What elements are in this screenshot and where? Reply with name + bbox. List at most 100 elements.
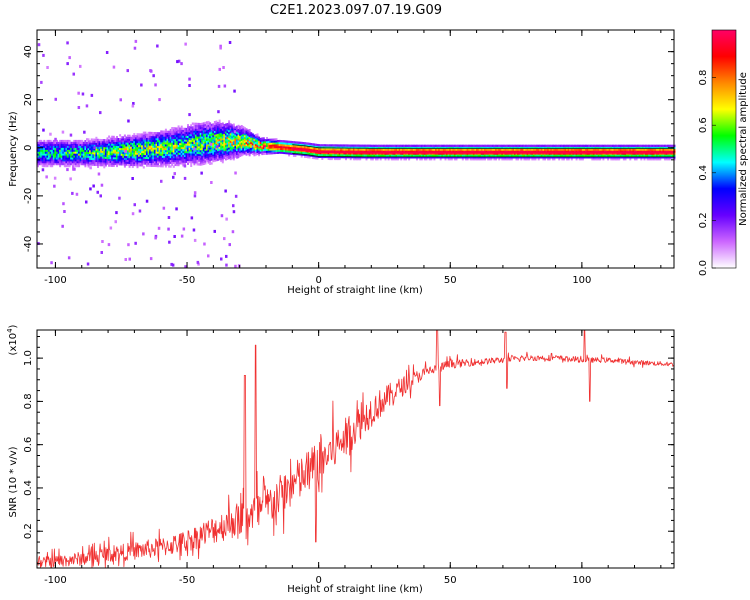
spectrogram-speckle bbox=[229, 152, 232, 156]
spectrogram-cell bbox=[194, 122, 197, 125]
spectrogram-cell bbox=[349, 157, 352, 161]
spectrogram-cell bbox=[117, 147, 120, 150]
spectrogram-cell bbox=[213, 157, 216, 160]
spectrogram-cell bbox=[362, 144, 365, 147]
spectrogram-cell bbox=[439, 148, 442, 151]
spectrogram-cell bbox=[201, 147, 204, 150]
spectrogram-cell bbox=[187, 147, 189, 150]
spectrogram-cell bbox=[179, 129, 182, 132]
spectrogram-cell bbox=[490, 144, 493, 147]
spectrogram-cell bbox=[82, 147, 85, 150]
spectrogram-cell bbox=[142, 150, 145, 154]
spectrogram-cell bbox=[607, 146, 610, 149]
spectrogram-cell bbox=[87, 153, 90, 156]
spectrogram-cell bbox=[141, 164, 144, 167]
spectrogram-cell bbox=[240, 127, 243, 130]
spectrogram-cell bbox=[569, 144, 572, 147]
spectrogram-cell bbox=[615, 156, 617, 159]
spectrogram-cell bbox=[131, 154, 134, 157]
spectrogram-cell bbox=[359, 154, 362, 157]
spectrogram-cell bbox=[125, 151, 128, 155]
spectrogram-cell bbox=[97, 161, 99, 165]
spectrogram-cell bbox=[142, 131, 145, 134]
spectrogram-cell bbox=[119, 151, 122, 154]
spectrogram-cell bbox=[357, 154, 360, 157]
spectrogram-cell bbox=[81, 147, 84, 150]
spectrogram-cell bbox=[253, 140, 256, 143]
spectrogram-cell bbox=[201, 128, 204, 131]
spectrogram-cell bbox=[41, 145, 44, 148]
spectrogram-cell bbox=[109, 158, 112, 161]
spectrogram-cell bbox=[188, 145, 191, 148]
spectrogram-cell bbox=[341, 154, 344, 157]
spectrogram-cell bbox=[63, 139, 66, 143]
spectrogram-cell bbox=[150, 151, 153, 154]
spectrogram-cell bbox=[71, 157, 74, 160]
spectrogram-cell bbox=[507, 156, 510, 159]
spectrogram-cell bbox=[202, 160, 205, 163]
spectrogram-cell bbox=[468, 154, 471, 157]
spectrogram-cell bbox=[139, 156, 142, 159]
spectrogram-cell bbox=[465, 144, 467, 147]
spectrogram-cell bbox=[607, 158, 610, 161]
spectrogram-cell bbox=[272, 138, 275, 141]
spectrogram-cell bbox=[218, 146, 221, 149]
spectrogram-cell bbox=[138, 154, 141, 157]
spectrogram-cell bbox=[534, 148, 537, 151]
spectrogram-cell bbox=[157, 151, 159, 154]
spectrogram-cell bbox=[49, 164, 52, 168]
spectrogram-cell bbox=[351, 148, 354, 151]
spectrogram-cell bbox=[381, 146, 384, 149]
spectrogram-cell bbox=[278, 139, 281, 143]
spectrogram-cell bbox=[163, 163, 166, 166]
spectrogram-cell bbox=[348, 144, 351, 147]
spectrogram-cell bbox=[98, 152, 101, 155]
spectrogram-cell bbox=[43, 159, 46, 162]
spectrogram-cell bbox=[153, 137, 156, 141]
spectrogram-cell bbox=[226, 132, 229, 135]
spectrogram-cell bbox=[79, 143, 82, 146]
spectrogram-cell bbox=[479, 158, 482, 161]
spectrogram-cell bbox=[65, 155, 68, 158]
spectrogram-cell bbox=[423, 144, 426, 147]
spectrogram-speckle bbox=[68, 56, 71, 60]
spectrogram-cell bbox=[510, 156, 513, 159]
spectrogram-speckle bbox=[131, 212, 135, 216]
spectrogram-cell bbox=[261, 147, 264, 150]
spectrogram-cell bbox=[133, 158, 136, 161]
spectrogram-cell bbox=[436, 148, 439, 151]
spectrogram-cell bbox=[610, 146, 613, 149]
spectrogram-cell bbox=[247, 139, 250, 142]
spectrogram-cell bbox=[231, 135, 234, 139]
spectrogram-cell bbox=[236, 150, 238, 153]
spectrogram-cell bbox=[158, 155, 161, 158]
spectrogram-cell bbox=[84, 151, 87, 154]
spectrogram-cell bbox=[321, 153, 324, 157]
spectrogram-cell bbox=[667, 154, 670, 157]
spectrogram-cell bbox=[381, 148, 384, 151]
spectrogram-cell bbox=[237, 149, 240, 153]
spectrogram-cell bbox=[240, 142, 243, 145]
spectrogram-cell bbox=[43, 157, 46, 160]
spectrogram-cell bbox=[146, 160, 148, 163]
spectrogram-cell bbox=[103, 143, 106, 146]
spectrogram-cell bbox=[160, 153, 163, 156]
spectrogram-cell bbox=[177, 144, 180, 147]
spectrogram-cell bbox=[73, 149, 76, 152]
spectrogram-cell bbox=[509, 158, 512, 161]
spectrogram-cell bbox=[147, 139, 150, 142]
spectrogram-cell bbox=[529, 144, 532, 147]
spectrogram-cell bbox=[243, 150, 246, 153]
spectrogram-cell bbox=[390, 158, 393, 161]
spectrogram-cell bbox=[86, 151, 88, 154]
spectrogram-cell bbox=[68, 162, 71, 166]
spectrogram-cell bbox=[174, 132, 177, 136]
spectrogram-cell bbox=[476, 154, 479, 157]
spectrogram-cell bbox=[46, 143, 49, 146]
spectrogram-cell bbox=[458, 148, 461, 151]
spectrogram-cell bbox=[106, 145, 109, 148]
spectrogram-cell bbox=[90, 142, 93, 145]
spectrogram-cell bbox=[411, 148, 414, 151]
spectrogram-cell bbox=[120, 142, 123, 145]
spectrogram-cell bbox=[428, 144, 431, 147]
